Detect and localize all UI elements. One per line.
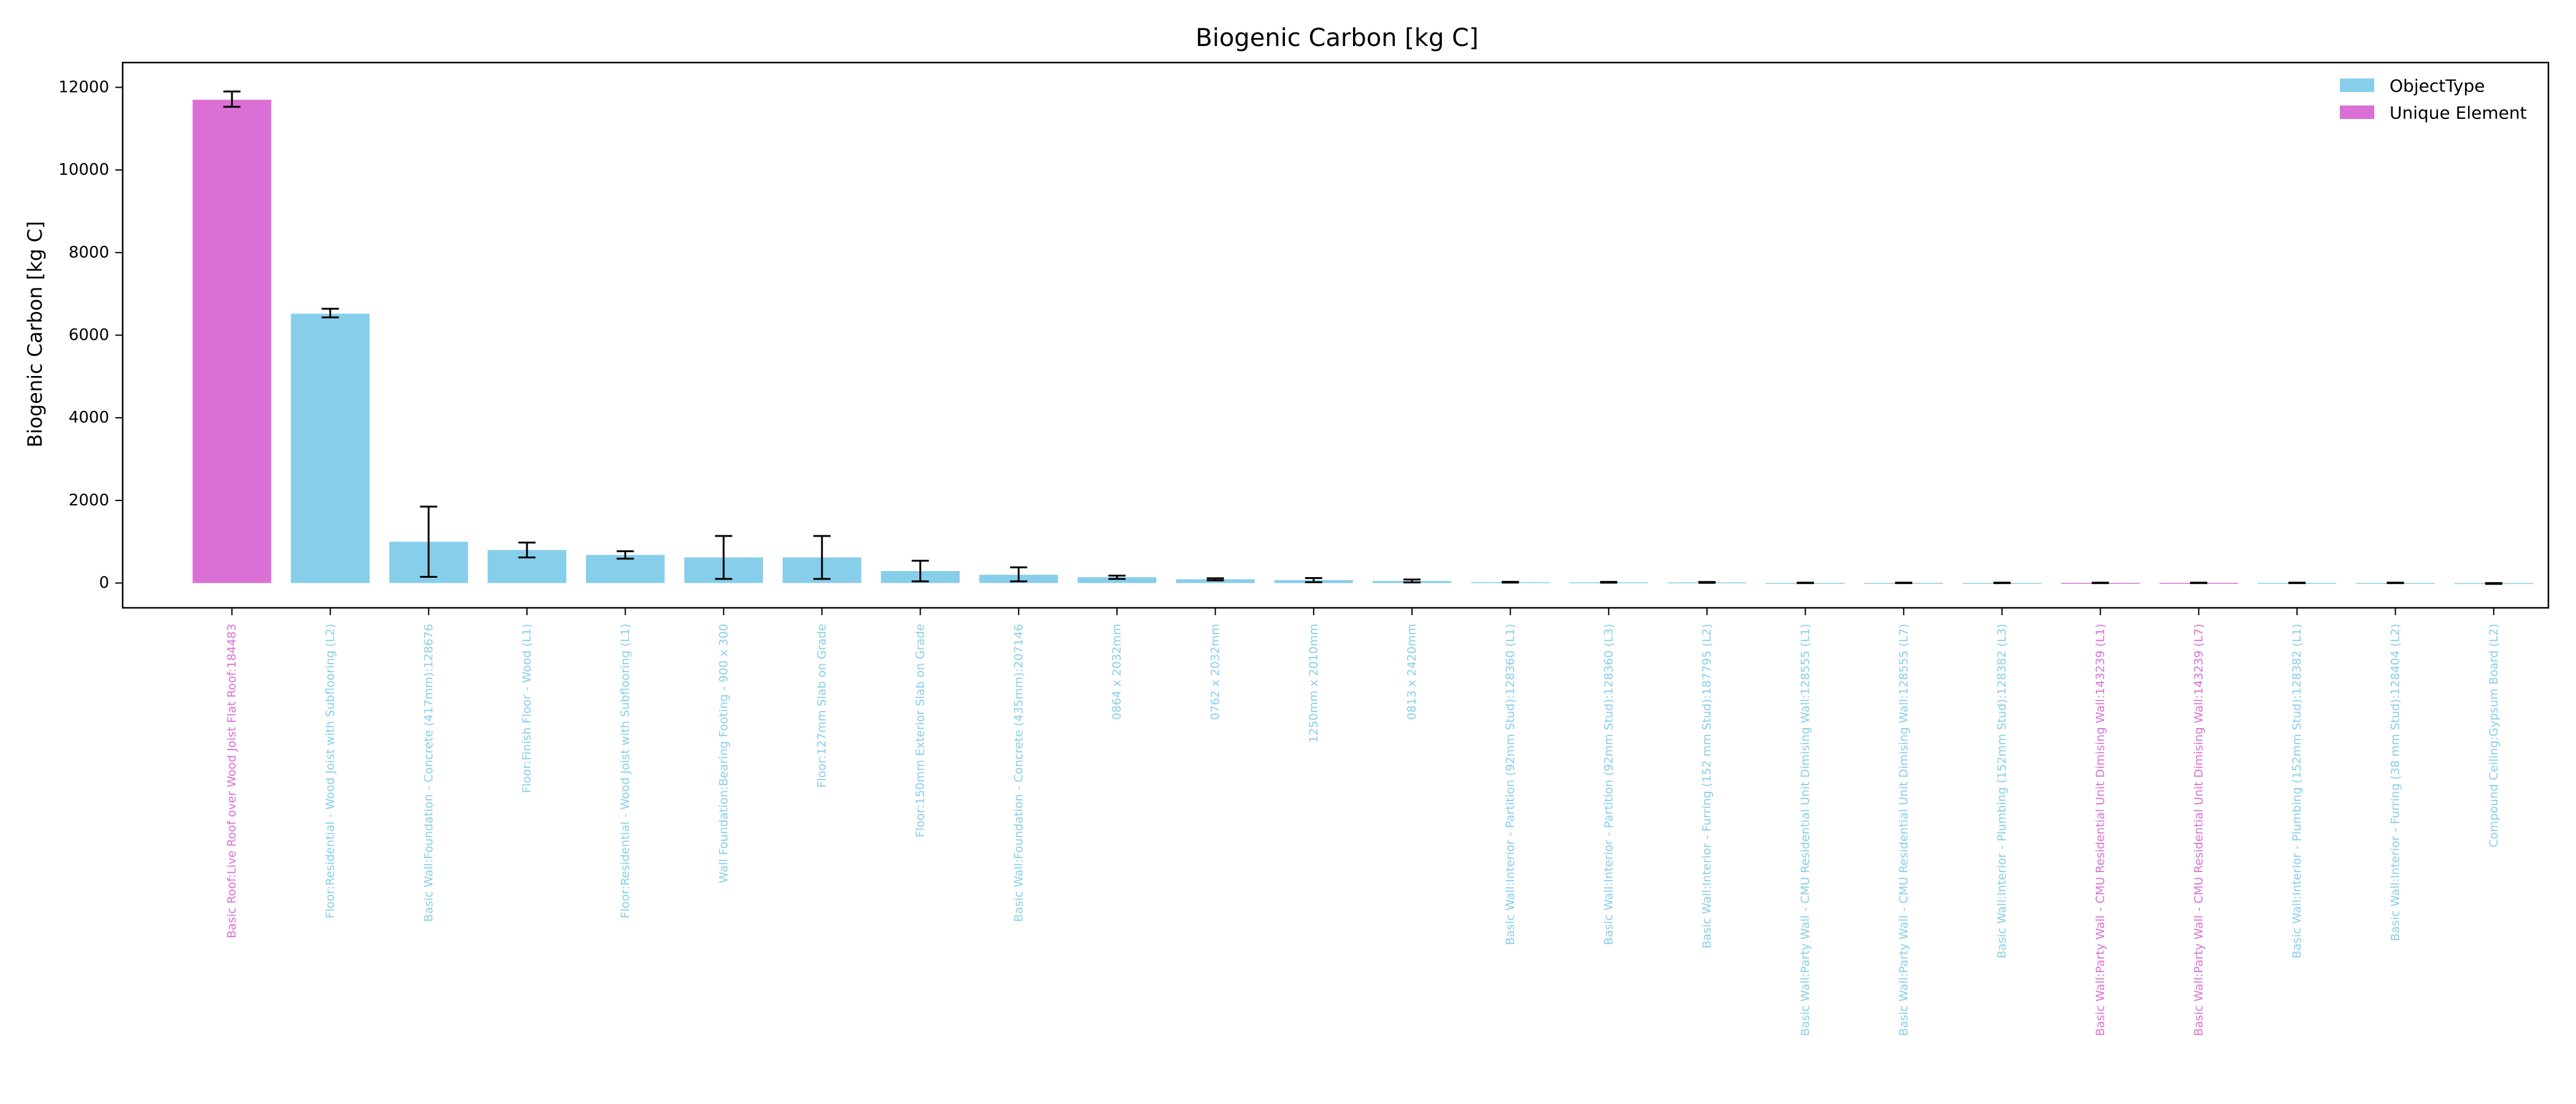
x-tick-label: Floor:Residential - Wood Joist with Subf…: [619, 624, 632, 918]
x-tick-label: Basic Wall:Interior - Furring (152 mm St…: [1700, 624, 1714, 949]
y-tick-label: 8000: [69, 243, 109, 262]
error-bar: [1305, 577, 1322, 583]
y-tick-label: 6000: [69, 326, 109, 345]
error-bar: [1010, 566, 1027, 583]
error-bar: [2485, 582, 2502, 585]
x-tick-label: Basic Wall:Party Wall - CMU Residential …: [1897, 624, 1911, 1036]
x-tick-label: Basic Roof:Live Roof over Wood Joist Fla…: [225, 624, 239, 938]
legend-swatch: [2340, 79, 2374, 92]
bar: [586, 554, 665, 583]
x-tick-label: Basic Wall:Party Wall - CMU Residential …: [2192, 624, 2206, 1036]
x-tick-label: 1250mm x 2010mm: [1307, 624, 1321, 743]
x-tick-label: Floor:127mm Slab on Grade: [815, 624, 829, 788]
x-tick-label: Wall Foundation:Bearing Footing - 900 x …: [717, 624, 730, 883]
error-bar: [223, 90, 241, 108]
y-tick-label: 0: [99, 574, 109, 592]
chart-title: Biogenic Carbon [kg C]: [1195, 24, 1478, 52]
error-bar: [1108, 574, 1126, 580]
legend: ObjectType Unique Element: [2340, 76, 2527, 123]
x-tick-label: Compound Ceiling:Gypsum Board (L2): [2487, 624, 2501, 847]
plot-frame: [121, 61, 2550, 609]
x-tick-label: Floor:150mm Exterior Slab on Grade: [914, 624, 927, 837]
error-bar: [420, 505, 437, 578]
x-tick-label: Floor:Finish Floor - Wood (L1): [520, 624, 534, 793]
bar: [193, 99, 272, 583]
x-axis-ticks: Basic Roof:Live Roof over Wood Joist Fla…: [225, 608, 2501, 1036]
x-tick-label: Floor:Residential - Wood Joist with Subf…: [324, 624, 337, 918]
error-bar: [1501, 581, 1519, 584]
x-tick-label: 0864 x 2032mm: [1110, 624, 1124, 720]
error-bar: [321, 307, 339, 319]
x-tick-label: Basic Wall:Interior - Furring (38 mm Stu…: [2389, 624, 2402, 941]
y-tick-label: 4000: [69, 408, 109, 427]
legend-label: Unique Element: [2390, 103, 2527, 123]
error-bars-layer: [223, 90, 2502, 585]
error-bar: [1698, 581, 1716, 584]
error-bar: [1206, 577, 1224, 581]
x-tick-label: Basic Wall:Interior - Plumbing (152mm St…: [1995, 624, 2009, 959]
x-tick-label: Basic Wall:Interior - Plumbing (152mm St…: [2290, 624, 2304, 959]
error-bar: [715, 535, 732, 580]
legend-swatch: [2340, 105, 2374, 119]
x-tick-label: Basic Wall:Foundation - Concrete (417mm)…: [422, 624, 435, 922]
y-tick-label: 2000: [69, 491, 109, 510]
x-tick-label: Basic Wall:Party Wall - CMU Residential …: [1799, 624, 1812, 1036]
error-bar: [813, 535, 831, 580]
bars-layer: [193, 99, 2533, 585]
x-tick-label: Basic Wall:Interior - Partition (92mm St…: [1504, 624, 1517, 945]
x-tick-label: 0762 x 2032mm: [1209, 624, 1222, 720]
error-bar: [616, 550, 634, 560]
y-tick-label: 12000: [58, 78, 109, 96]
y-axis-ticks: 0 2000 4000 6000 8000 10000 12000: [58, 78, 123, 592]
error-bar: [911, 559, 929, 583]
x-tick-label: 0813 x 2420mm: [1405, 624, 1419, 720]
error-bar: [1403, 578, 1421, 584]
y-axis-label: Biogenic Carbon [kg C]: [23, 221, 47, 447]
x-tick-label: Basic Wall:Party Wall - CMU Residential …: [2094, 624, 2107, 1036]
x-tick-label: Basic Wall:Interior - Partition (92mm St…: [1602, 624, 1616, 945]
bar: [291, 313, 370, 583]
x-tick-label: Basic Wall:Foundation - Concrete (435mm)…: [1012, 624, 1025, 922]
legend-label: ObjectType: [2390, 76, 2485, 96]
error-bar: [518, 542, 536, 559]
bar: [1078, 577, 1157, 583]
legend-item: ObjectType: [2340, 76, 2485, 96]
error-bar: [1600, 581, 1617, 584]
y-tick-label: 10000: [58, 161, 109, 179]
legend-item: Unique Element: [2340, 103, 2527, 123]
